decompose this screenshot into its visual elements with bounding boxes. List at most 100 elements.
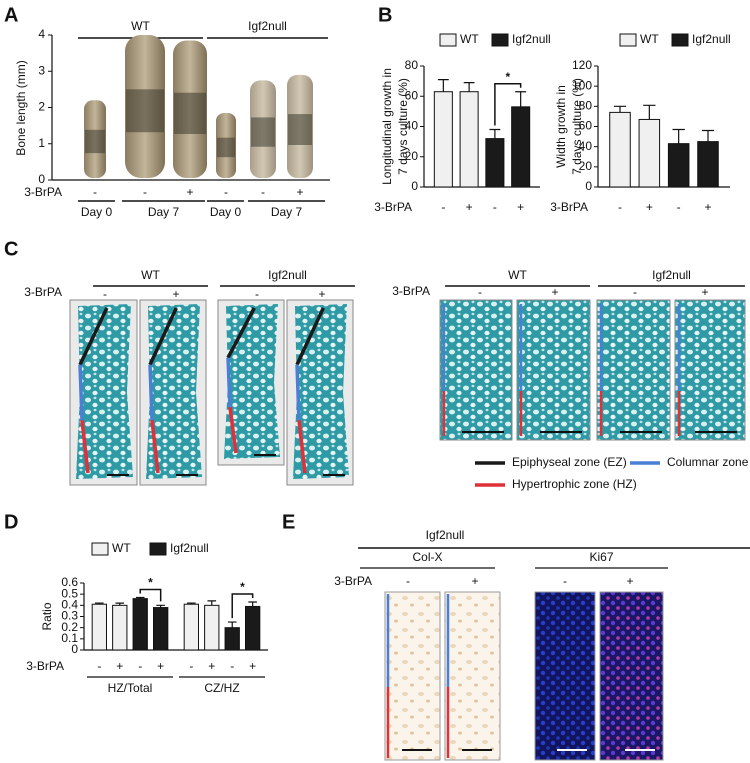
error-bar bbox=[463, 82, 475, 92]
y-tick-label: 4 bbox=[38, 27, 45, 41]
treatment-label: - bbox=[138, 659, 142, 673]
panel-label: E bbox=[282, 511, 295, 533]
panel-label: A bbox=[4, 4, 18, 26]
genotype-label: WT bbox=[141, 268, 160, 282]
zone-line bbox=[226, 307, 256, 359]
significance-star: * bbox=[240, 580, 245, 594]
y-tick-label: 80 bbox=[405, 58, 419, 72]
group-label: HZ/Total bbox=[108, 681, 153, 695]
treatment-label: + bbox=[157, 659, 164, 673]
day-label: Day 7 bbox=[271, 205, 303, 219]
bar bbox=[485, 138, 505, 188]
treatment-label: + bbox=[626, 574, 633, 588]
legend-swatch bbox=[91, 542, 109, 556]
bar bbox=[153, 607, 169, 651]
day-label: Day 7 bbox=[148, 205, 180, 219]
y-tick-label: 3 bbox=[38, 63, 45, 77]
treatment-label: + bbox=[551, 285, 558, 299]
bone-diaphysis bbox=[217, 137, 235, 158]
treatment-label: - bbox=[406, 574, 410, 588]
error-bar bbox=[701, 129, 715, 142]
y-tick-label: 100 bbox=[572, 78, 592, 92]
bone-section bbox=[224, 304, 280, 459]
row-label: 3-BrPA bbox=[550, 200, 588, 214]
error-bar bbox=[672, 128, 685, 144]
treatment-label: - bbox=[618, 200, 622, 214]
treatment-label: - bbox=[143, 185, 147, 199]
treatment-label: - bbox=[563, 574, 567, 588]
row-label: 3-BrPA bbox=[392, 284, 430, 298]
error-bar bbox=[515, 91, 527, 107]
bar bbox=[183, 603, 199, 651]
treatment-label: + bbox=[318, 287, 325, 301]
genotype-label: Igf2null bbox=[268, 268, 307, 282]
y-axis-label: Ratio bbox=[40, 602, 54, 630]
row-label: 3-BrPA bbox=[24, 285, 62, 299]
treatment-label: + bbox=[466, 200, 473, 214]
error-bar bbox=[135, 596, 145, 599]
group-label: CZ/HZ bbox=[204, 681, 239, 695]
error-bar bbox=[156, 604, 165, 608]
y-tick-label: 0.2 bbox=[61, 620, 78, 634]
legend-swatch bbox=[619, 33, 637, 47]
zone-line bbox=[297, 420, 307, 474]
significance-star: * bbox=[148, 576, 153, 590]
y-axis-label: 7 days culture (%) bbox=[570, 78, 584, 175]
bone-diaphysis bbox=[126, 89, 164, 133]
histology-image bbox=[674, 299, 746, 441]
legend-label: WT bbox=[112, 541, 131, 555]
day-label: Day 0 bbox=[210, 205, 242, 219]
y-tick-label: 80 bbox=[579, 99, 593, 113]
genotype-label: WT bbox=[131, 19, 150, 33]
bar bbox=[697, 141, 719, 188]
error-bar bbox=[115, 602, 125, 606]
stain-label: Ki67 bbox=[589, 550, 613, 564]
y-tick-label: 20 bbox=[579, 159, 593, 173]
bar bbox=[112, 604, 128, 651]
y-tick-label: 0.4 bbox=[61, 598, 78, 612]
treatment-label: + bbox=[517, 200, 524, 214]
legend-label: Igf2null bbox=[692, 32, 731, 46]
stain-image bbox=[599, 591, 664, 761]
treatment-label: + bbox=[296, 185, 303, 199]
y-tick-label: 40 bbox=[579, 139, 593, 153]
significance-bracket bbox=[231, 593, 254, 619]
y-tick-label: 0 bbox=[71, 642, 78, 656]
treatment-label: - bbox=[93, 185, 97, 199]
bone-section bbox=[293, 304, 349, 479]
row-label: 3-BrPA bbox=[334, 574, 372, 588]
row-label: 3-BrPA bbox=[374, 200, 412, 214]
y-tick-label: 0 bbox=[38, 172, 45, 186]
legend-swatch bbox=[671, 33, 689, 47]
y-tick-label: 0.3 bbox=[61, 609, 78, 623]
treatment-label: + bbox=[704, 200, 711, 214]
zone-line bbox=[295, 364, 301, 421]
legend-label: Epiphyseal zone (EZ) bbox=[512, 455, 627, 469]
significance-star: * bbox=[505, 70, 510, 84]
bar bbox=[511, 106, 531, 188]
genotype-label: Igf2null bbox=[652, 268, 691, 282]
legend-swatch bbox=[149, 542, 167, 556]
y-tick-label: 0 bbox=[585, 179, 592, 193]
treatment-label: - bbox=[441, 200, 445, 214]
y-tick-label: 120 bbox=[572, 58, 592, 72]
legend-swatch bbox=[491, 33, 509, 47]
panel-label: B bbox=[378, 4, 392, 26]
error-bar bbox=[95, 602, 104, 605]
error-bar bbox=[207, 600, 217, 606]
y-tick-label: 0.6 bbox=[61, 575, 78, 589]
bone-diaphysis bbox=[174, 92, 206, 134]
panel-label: C bbox=[4, 238, 18, 260]
bar bbox=[245, 605, 261, 651]
y-axis-label: Bone length (mm) bbox=[14, 60, 28, 155]
histology-image bbox=[516, 299, 591, 441]
bone-section bbox=[146, 304, 202, 479]
row-label: 3-BrPA bbox=[24, 185, 62, 199]
stain-image bbox=[444, 591, 501, 761]
legend-label: Hypertrophic zone (HZ) bbox=[512, 477, 637, 491]
genotype-label: WT bbox=[508, 268, 527, 282]
legend-label: Igf2null bbox=[170, 541, 209, 555]
treatment-label: + bbox=[172, 287, 179, 301]
stain-image bbox=[534, 591, 596, 761]
